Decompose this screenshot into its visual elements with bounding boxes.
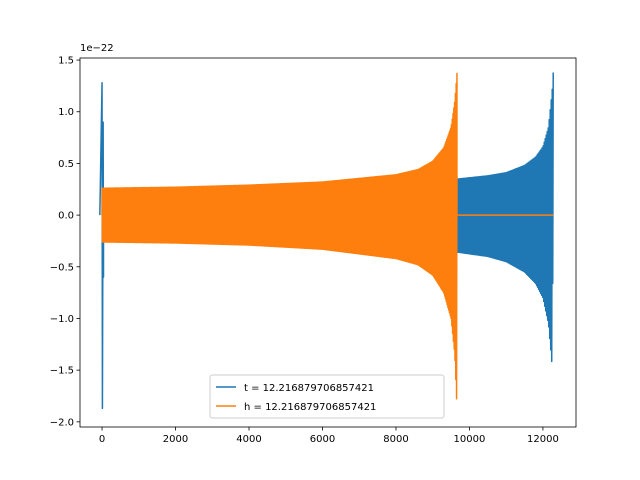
y-tick-label: 1.0	[58, 107, 74, 118]
x-tick-label: 12000	[527, 434, 559, 445]
x-tick-label: 6000	[310, 434, 335, 445]
y-offset-label: 1e−22	[80, 43, 114, 54]
plot-area	[99, 72, 554, 410]
x-tick-label: 8000	[383, 434, 408, 445]
y-tick-label: 0.0	[58, 211, 74, 222]
y-tick-label: −0.5	[50, 262, 74, 273]
y-tick-label: 1.5	[58, 56, 74, 67]
axes-frame	[79, 57, 577, 428]
legend-box	[209, 374, 445, 419]
y-tick-label: 0.5	[58, 159, 74, 170]
x-tick-label: 2000	[163, 434, 188, 445]
axes-border	[79, 57, 577, 428]
x-tick-label: 10000	[454, 434, 486, 445]
x-tick-label: 0	[99, 434, 105, 445]
y-tick-label: −2.0	[50, 417, 74, 428]
legend-entry: h = 12.216879706857421	[244, 402, 376, 413]
x-axis: 0 2000 4000 6000 8000 10000 12000	[99, 427, 559, 445]
series-line-h	[101, 72, 554, 400]
y-tick-label: −1.0	[50, 314, 74, 325]
y-tick-label: −1.5	[50, 366, 74, 377]
x-tick-label: 4000	[236, 434, 261, 445]
legend: t = 12.216879706857421 h = 12.21687970685…	[209, 374, 445, 419]
y-axis: −2.0 −1.5 −1.0 −0.5 0.0 0.5 1.0 1.5	[50, 56, 80, 428]
legend-entry: t = 12.216879706857421	[244, 383, 374, 394]
